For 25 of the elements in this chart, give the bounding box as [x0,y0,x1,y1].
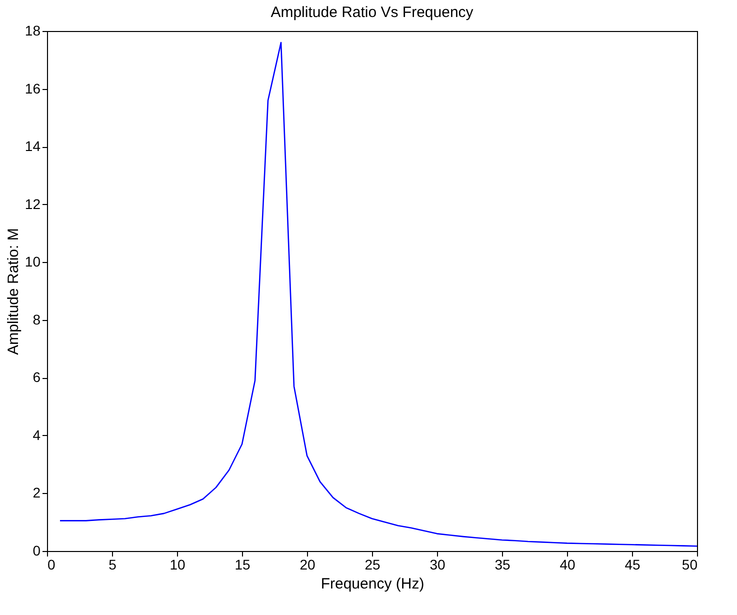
x-axis-title: Frequency (Hz) [320,576,424,592]
y-tick-label: 18 [24,22,41,38]
y-tick-label: 14 [24,138,41,154]
y-tick-label: 0 [32,542,41,558]
y-tick-label: 10 [24,254,41,270]
y-tick-label: 2 [32,484,41,501]
y-tick-label: 6 [32,369,41,386]
y-tick-label: 4 [32,426,41,443]
y-axis-title: Amplitude Ratio: M [4,228,22,355]
chart-title: Amplitude Ratio Vs Frequency [270,4,474,21]
x-tick-label: 15 [234,556,250,572]
x-tick-label: 25 [364,556,380,572]
x-tick-label: 40 [560,556,576,572]
x-tick-label: 5 [108,556,117,572]
x-tick-label: 30 [430,556,446,572]
x-tick-label: 45 [624,556,640,572]
line-series [59,42,698,547]
y-tick-label: 16 [24,80,41,96]
x-tick-label: 20 [300,556,316,572]
x-tick-label: 10 [170,556,186,572]
y-tick-label: 8 [32,311,41,328]
x-tick-label: 0 [48,556,56,572]
x-tick-label: 50 [682,556,698,572]
x-tick-label: 35 [494,556,510,572]
y-tick-label: 12 [24,196,41,212]
